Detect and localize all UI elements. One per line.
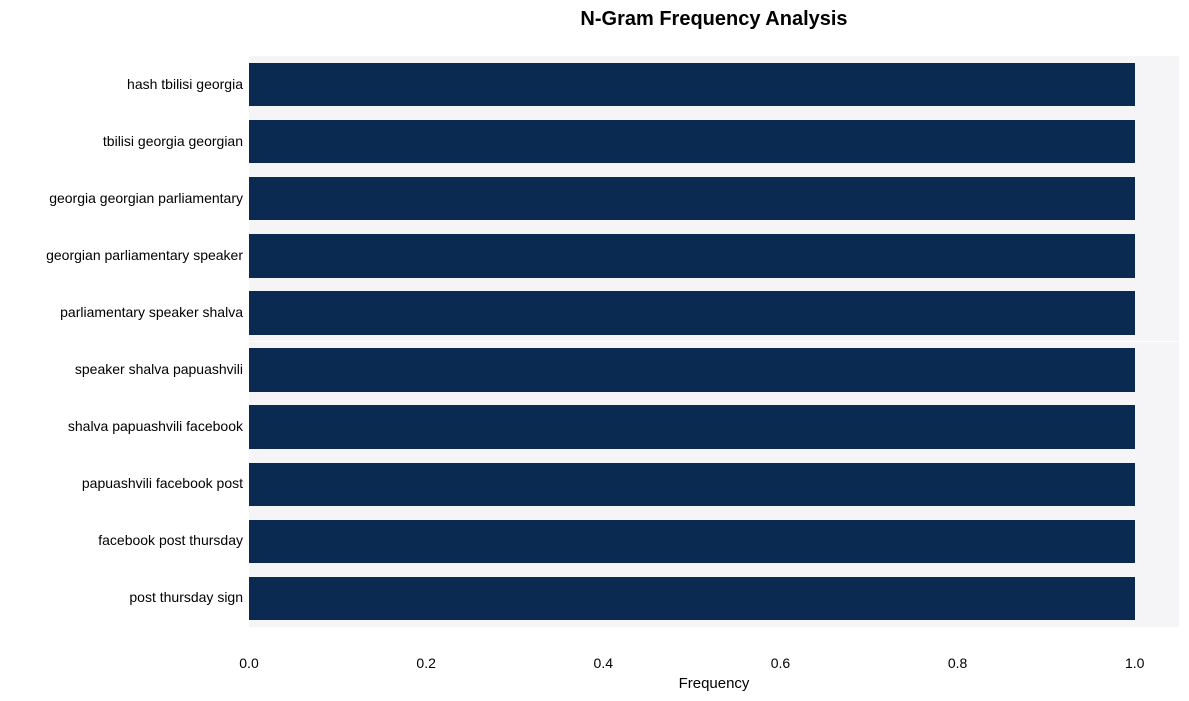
chart-bar (249, 63, 1135, 106)
y-tick-label: papuashvili facebook post (82, 475, 243, 491)
y-tick-label: hash tbilisi georgia (127, 76, 243, 92)
x-tick-label: 0.0 (239, 655, 258, 671)
x-tick-label: 0.6 (771, 655, 790, 671)
chart-bar (249, 177, 1135, 220)
chart-bar (249, 405, 1135, 448)
y-tick-label: tbilisi georgia georgian (103, 133, 243, 149)
x-tick-label: 0.8 (948, 655, 967, 671)
chart-bar (249, 463, 1135, 506)
x-axis-label: Frequency (249, 675, 1179, 692)
chart-bar (249, 291, 1135, 334)
chart-bar (249, 120, 1135, 163)
chart-title: N-Gram Frequency Analysis (249, 8, 1179, 31)
x-tick-label: 0.4 (594, 655, 613, 671)
y-tick-label: post thursday sign (129, 589, 243, 605)
chart-bar (249, 577, 1135, 620)
x-tick-label: 0.2 (416, 655, 435, 671)
x-tick-label: 1.0 (1125, 655, 1144, 671)
y-tick-label: facebook post thursday (98, 532, 243, 548)
chart-bar (249, 234, 1135, 277)
y-tick-label: speaker shalva papuashvili (75, 361, 243, 377)
y-tick-label: parliamentary speaker shalva (60, 304, 243, 320)
y-tick-label: georgian parliamentary speaker (46, 247, 243, 263)
ngram-chart: N-Gram Frequency Analysis 0.0 0.2 0.4 0.6 0.… (0, 0, 1189, 701)
chart-bar (249, 348, 1135, 391)
y-tick-label: georgia georgian parliamentary (49, 190, 243, 206)
plot-area (249, 36, 1179, 647)
y-tick-label: shalva papuashvili facebook (68, 418, 243, 434)
chart-bar (249, 520, 1135, 563)
